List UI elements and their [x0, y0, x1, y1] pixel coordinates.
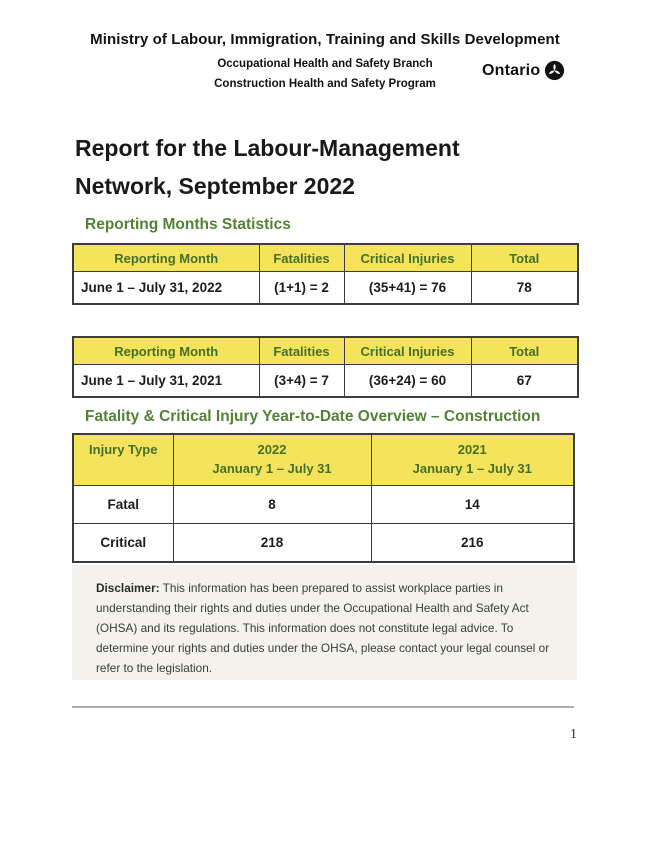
branch-name: Occupational Health and Safety Branch	[217, 58, 433, 70]
report-title-line1: Report for the Labour-Management	[75, 135, 460, 161]
section-heading-reporting-months: Reporting Months Statistics	[85, 216, 291, 233]
ontario-logo-text: Ontario	[482, 61, 541, 79]
page-number: 1	[570, 727, 577, 742]
table-header-row: Reporting Month Fatalities Critical Inju…	[72, 336, 579, 365]
table-header-row: Reporting Month Fatalities Critical Inju…	[72, 243, 579, 272]
table-row: June 1 – July 31, 2021 (3+4) = 7 (36+24)…	[72, 364, 579, 398]
cell-critical-injuries: (36+24) = 60	[343, 364, 472, 398]
table-row-fatal: Fatal 8 14	[72, 485, 575, 524]
column-header-total: Total	[470, 336, 579, 365]
disclaimer-body: This information has been prepared to as…	[96, 581, 550, 675]
cell-2022-value: 8	[172, 485, 372, 524]
report-title: Report for the Labour-Management Network…	[75, 129, 615, 205]
disclaimer-text: Disclaimer: This information has been pr…	[96, 581, 549, 675]
disclaimer-box: Disclaimer: This information has been pr…	[72, 565, 577, 680]
cell-total: 67	[470, 364, 579, 398]
cell-total: 78	[470, 271, 579, 305]
cell-fatalities: (1+1) = 2	[258, 271, 345, 305]
ontario-trillium-icon	[544, 60, 565, 81]
year-label: 2022	[257, 442, 287, 457]
column-header-fatalities: Fatalities	[258, 243, 345, 272]
column-header-critical-injuries: Critical Injuries	[343, 243, 472, 272]
cell-reporting-month: June 1 – July 31, 2022	[72, 271, 260, 305]
cell-2022-value: 218	[172, 523, 372, 563]
cell-injury-type: Critical	[72, 523, 174, 563]
cell-reporting-month: June 1 – July 31, 2021	[72, 364, 260, 398]
column-header-injury-type: Injury Type	[72, 433, 174, 486]
column-header-2021: 2021 January 1 – July 31	[370, 433, 575, 486]
column-header-critical-injuries: Critical Injuries	[343, 336, 472, 365]
cell-injury-type: Fatal	[72, 485, 174, 524]
column-header-reporting-month: Reporting Month	[72, 336, 260, 365]
ytd-overview-table: Injury Type 2022 January 1 – July 31 202…	[72, 433, 575, 563]
letterhead-sublines: Occupational Health and Safety Branch Co…	[0, 54, 650, 94]
column-header-total: Total	[470, 243, 579, 272]
footer-divider	[72, 706, 574, 708]
cell-critical-injuries: (35+41) = 76	[343, 271, 472, 305]
date-range-label: January 1 – July 31	[412, 461, 532, 476]
ontario-logo: Ontario	[482, 60, 565, 81]
table-header-row: Injury Type 2022 January 1 – July 31 202…	[72, 433, 575, 486]
cell-fatalities: (3+4) = 7	[258, 364, 345, 398]
cell-2021-value: 216	[370, 523, 575, 563]
column-header-fatalities: Fatalities	[258, 336, 345, 365]
letterhead: Ministry of Labour, Immigration, Trainin…	[0, 31, 650, 94]
column-header-reporting-month: Reporting Month	[72, 243, 260, 272]
cell-2021-value: 14	[370, 485, 575, 524]
ministry-name: Ministry of Labour, Immigration, Trainin…	[90, 31, 560, 48]
date-range-label: January 1 – July 31	[212, 461, 332, 476]
report-title-line2: Network, September 2022	[75, 173, 355, 199]
section-heading-ytd-overview: Fatality & Critical Injury Year-to-Date …	[85, 408, 541, 425]
disclaimer-label: Disclaimer:	[96, 581, 160, 595]
program-name: Construction Health and Safety Program	[214, 78, 436, 90]
column-header-2022: 2022 January 1 – July 31	[172, 433, 372, 486]
table-row-critical: Critical 218 216	[72, 523, 575, 563]
monthly-stats-table-2021: Reporting Month Fatalities Critical Inju…	[72, 336, 579, 398]
table-row: June 1 – July 31, 2022 (1+1) = 2 (35+41)…	[72, 271, 579, 305]
year-label: 2021	[457, 442, 487, 457]
monthly-stats-table-2022: Reporting Month Fatalities Critical Inju…	[72, 243, 579, 305]
